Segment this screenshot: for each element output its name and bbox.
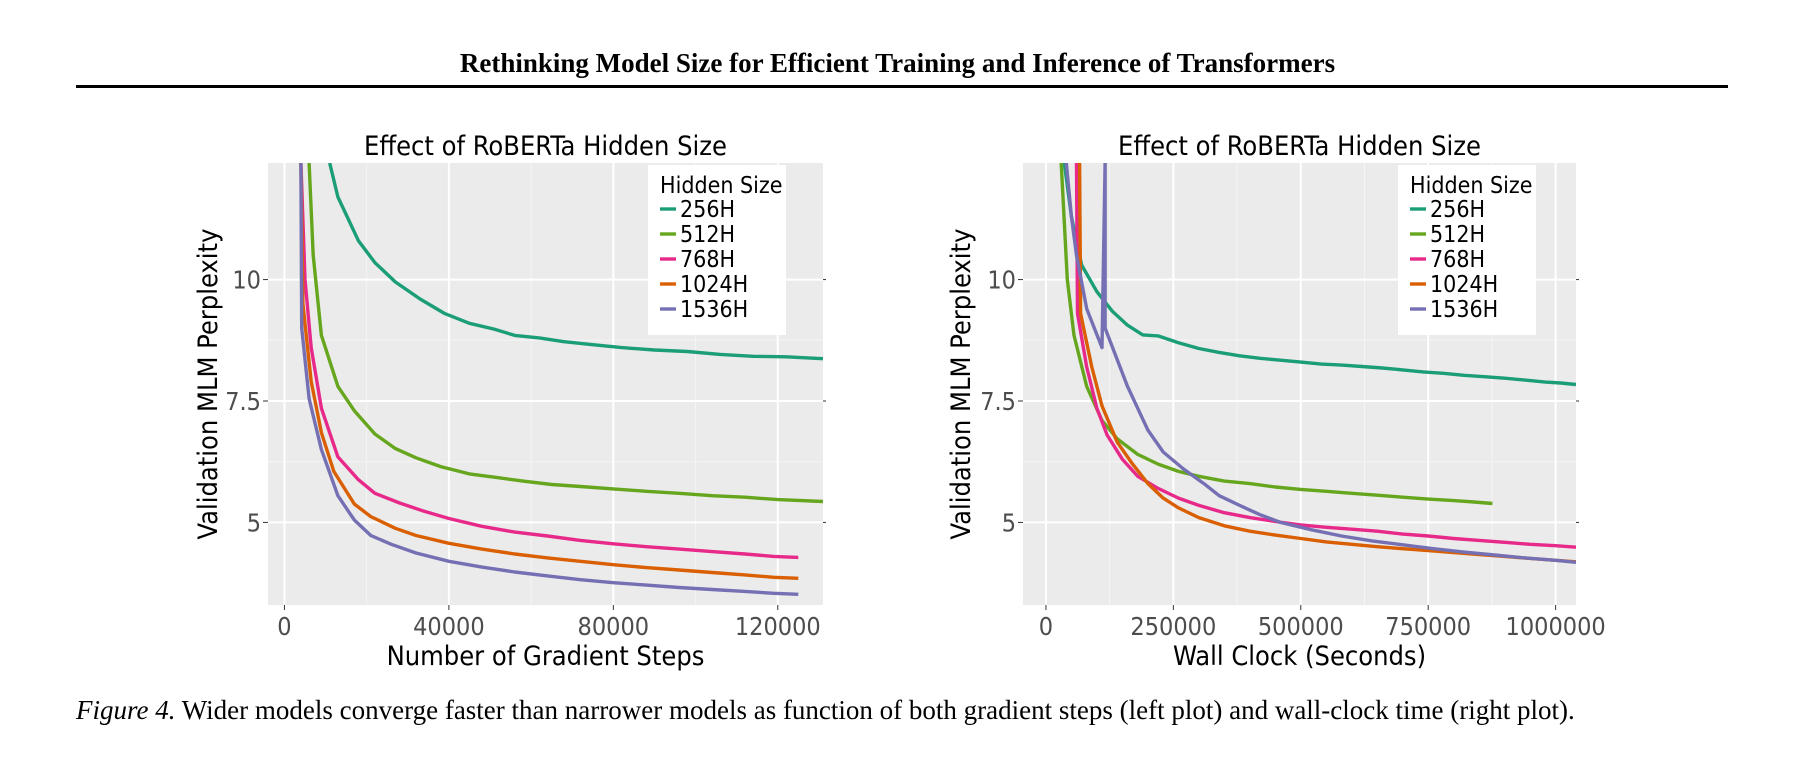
chart-gradient-steps-svg: 0 40000 80000 120000 5 7.5 10 Effect of RoBERTa… (193, 131, 826, 672)
chart-1-y-tick-label: 7.5 (980, 387, 1016, 416)
chart-1-x-tick-label: 250000 (1130, 612, 1216, 641)
chart-1-x-tick-label: 500000 (1258, 612, 1344, 641)
chart-0-legend-label-1536H: 1536H (680, 297, 748, 323)
chart-0-legend-label-1024H: 1024H (680, 272, 748, 298)
chart-0-y-tick-label: 10 (232, 266, 261, 295)
chart-1-legend-label-512H: 512H (1430, 222, 1485, 248)
chart-0-x-tick-label: 120000 (735, 612, 821, 641)
chart-1-legend-label-256H: 256H (1430, 197, 1485, 223)
chart-1-y-tick-label: 10 (987, 266, 1016, 295)
chart-1-x-tick-label: 1000000 (1506, 612, 1606, 641)
chart-0-legend-title: Hidden Size (660, 173, 783, 199)
chart-0-x-tick-label: 80000 (578, 612, 650, 641)
chart-0-legend-box (648, 165, 786, 335)
chart-0-title: Effect of RoBERTa Hidden Size (364, 131, 727, 162)
chart-0-legend-label-768H: 768H (680, 247, 735, 273)
caption-label: Figure 4. (76, 695, 176, 725)
chart-0-series-line-1536H (299, 163, 799, 596)
chart-0-series-line-256H (328, 163, 823, 361)
caption-text: Wider models converge faster than narrow… (175, 695, 1575, 725)
chart-1-x-axis-label: Wall Clock (Seconds) (1173, 641, 1426, 672)
chart-0-series-line-768H (299, 163, 799, 560)
chart-wall-clock: 0 250000 500000 750000 1000000 5 7.5 10 Effect o… (933, 115, 1613, 685)
chart-1-title: Effect of RoBERTa Hidden Size (1118, 131, 1481, 162)
chart-1-y-axis-label: Validation MLM Perplexity (946, 229, 977, 540)
chart-1-x-tick-label: 0 (1039, 612, 1053, 641)
chart-0-legend-label-256H: 256H (680, 197, 735, 223)
chart-0-y-axis-label: Validation MLM Perplexity (193, 229, 224, 540)
chart-gradient-steps: 0 40000 80000 120000 5 7.5 10 Effect of RoBERTa… (175, 115, 840, 685)
chart-1-series-group (1059, 163, 1576, 564)
header-rule (76, 85, 1728, 88)
paper-header-title: Rethinking Model Size for Efficient Trai… (459, 48, 1336, 78)
chart-1-y-tick-label: 5 (1002, 508, 1016, 537)
chart-0-x-tick-label: 0 (277, 612, 291, 641)
chart-1-legend-label-768H: 768H (1430, 247, 1485, 273)
chart-wall-clock-svg: 0 250000 500000 750000 1000000 5 7.5 10 Effect o… (946, 131, 1606, 672)
chart-1-series-line-1536H (1064, 163, 1576, 564)
chart-1-legend-label-1536H: 1536H (1430, 297, 1498, 323)
chart-0-series-group (299, 163, 823, 596)
chart-0-y-tick-label: 5 (247, 508, 261, 537)
chart-0-y-tick-label: 7.5 (225, 387, 261, 416)
chart-0-x-tick-label: 40000 (413, 612, 485, 641)
chart-0-series-line-1024H (299, 163, 799, 580)
chart-1-legend-title: Hidden Size (1410, 173, 1533, 199)
chart-1-series-line-256H (1062, 163, 1576, 387)
chart-0-series-line-512H (307, 163, 823, 504)
chart-0-x-axis-label: Number of Gradient Steps (387, 641, 705, 672)
chart-1-legend-label-1024H: 1024H (1430, 272, 1498, 298)
figure-caption: Figure 4. Wider models converge faster t… (76, 695, 1756, 726)
chart-1-x-tick-label: 750000 (1385, 612, 1471, 641)
chart-1-legend-box (1398, 165, 1536, 335)
chart-0-legend-label-512H: 512H (680, 222, 735, 248)
